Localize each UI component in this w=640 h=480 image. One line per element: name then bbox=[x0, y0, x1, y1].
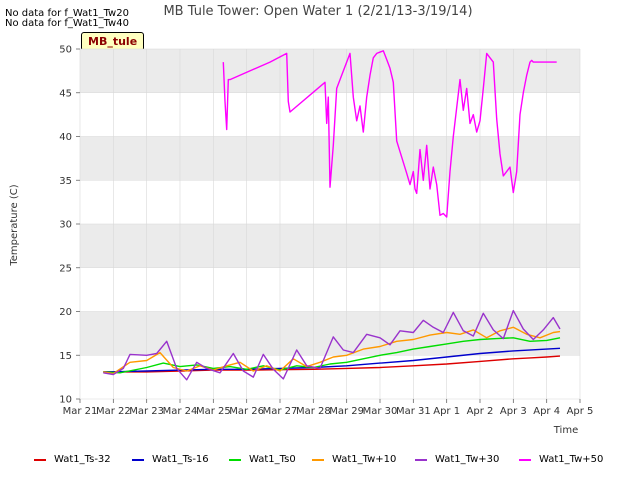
x-tick-label: Apr 1 bbox=[433, 406, 460, 417]
x-tick-label: Mar 29 bbox=[329, 406, 364, 417]
legend-swatch bbox=[312, 458, 324, 461]
x-tick-label: Mar 30 bbox=[363, 406, 398, 417]
x-tick-label: Mar 25 bbox=[196, 406, 231, 417]
legend-item: Wat1_Tw+10 bbox=[312, 454, 396, 465]
chart-title: MB Tule Tower: Open Water 1 (2/21/13-3/1… bbox=[163, 4, 472, 19]
legend-label: Wat1_Ts-16 bbox=[152, 454, 209, 465]
x-tick-label: Mar 27 bbox=[263, 406, 298, 417]
y-tick-label: 10 bbox=[59, 395, 72, 406]
legend: Wat1_Ts-32 Wat1_Ts-16 Wat1_Ts0 Wat1_Tw+10 Wa… bbox=[0, 454, 640, 470]
y-axis-label: Temperature (C) bbox=[9, 184, 20, 266]
no-data-note-tw40: No data for f_Wat1_Tw40 bbox=[5, 18, 129, 29]
band-45-50 bbox=[80, 49, 580, 93]
x-tick-label: Mar 26 bbox=[229, 406, 264, 417]
legend-swatch bbox=[34, 458, 46, 461]
series-line-wat1-ts0 bbox=[103, 337, 561, 374]
band-25-30 bbox=[80, 224, 580, 268]
legend-item: Wat1_Ts-32 bbox=[34, 454, 111, 465]
series-line-wat1-tw-30 bbox=[103, 309, 561, 381]
legend-label: Wat1_Ts-32 bbox=[54, 454, 111, 465]
y-tick-label: 35 bbox=[59, 176, 72, 187]
gridlines bbox=[79, 48, 581, 400]
x-tick-label: Apr 3 bbox=[500, 406, 527, 417]
legend-item: Wat1_Ts0 bbox=[229, 454, 296, 465]
x-axis-label: Time bbox=[553, 425, 578, 436]
series-line-wat1-tw-50 bbox=[222, 50, 557, 218]
series-line-wat1-tw-10 bbox=[103, 326, 561, 375]
x-tick-label: Apr 5 bbox=[567, 406, 594, 417]
y-tick-label: 45 bbox=[59, 88, 72, 99]
legend-item: Wat1_Tw+30 bbox=[415, 454, 499, 465]
legend-label: Wat1_Ts0 bbox=[249, 454, 296, 465]
x-tick-label: Mar 31 bbox=[396, 406, 431, 417]
legend-item: Wat1_Ts-16 bbox=[132, 454, 209, 465]
y-tick-label: 30 bbox=[59, 220, 72, 231]
legend-item: Wat1_Tw+50 bbox=[519, 454, 603, 465]
no-data-note-tw20: No data for f_Wat1_Tw20 bbox=[5, 8, 129, 19]
legend-label: Wat1_Tw+10 bbox=[332, 454, 397, 465]
x-tick-label: Mar 24 bbox=[163, 406, 198, 417]
y-tick-label: 15 bbox=[59, 351, 72, 362]
x-tick-label: Mar 22 bbox=[96, 406, 131, 417]
series-line-wat1-ts-32 bbox=[103, 355, 561, 373]
background-bands bbox=[80, 49, 580, 399]
y-tick-label: 25 bbox=[59, 263, 72, 274]
legend-swatch bbox=[229, 458, 241, 461]
y-tick-label: 40 bbox=[59, 132, 72, 143]
legend-swatch bbox=[132, 458, 144, 461]
legend-swatch bbox=[519, 458, 531, 461]
x-tick-label: Mar 28 bbox=[296, 406, 331, 417]
legend-swatch bbox=[415, 458, 427, 461]
x-tick-label: Mar 23 bbox=[129, 406, 164, 417]
y-tick-label: 20 bbox=[59, 307, 72, 318]
legend-label: Wat1_Tw+30 bbox=[435, 454, 500, 465]
x-tick-label: Apr 4 bbox=[533, 406, 560, 417]
x-tick-label: Apr 2 bbox=[467, 406, 494, 417]
x-tick-label: Mar 21 bbox=[63, 406, 98, 417]
y-tick-label: 50 bbox=[59, 45, 72, 56]
series-lines bbox=[103, 50, 561, 381]
legend-label: Wat1_Tw+50 bbox=[539, 454, 604, 465]
